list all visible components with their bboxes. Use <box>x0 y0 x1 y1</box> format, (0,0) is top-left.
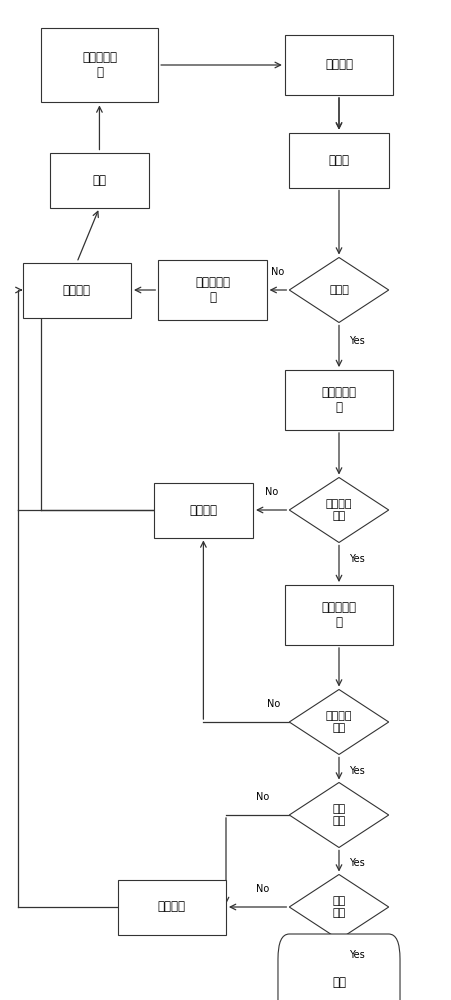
Text: 旋转方向
中心: 旋转方向 中心 <box>325 711 351 733</box>
FancyBboxPatch shape <box>158 260 266 320</box>
Text: 最佳
位置: 最佳 位置 <box>331 896 345 918</box>
Text: 自动信号跟
踪: 自动信号跟 踪 <box>194 276 230 304</box>
Text: Yes: Yes <box>349 766 364 776</box>
Text: Yes: Yes <box>349 950 364 960</box>
Text: 倾斜方向扫
描: 倾斜方向扫 描 <box>321 386 356 414</box>
Text: 旋转方向扫
描: 旋转方向扫 描 <box>321 601 356 629</box>
Text: 单轴扫描: 单轴扫描 <box>189 504 217 516</box>
FancyBboxPatch shape <box>153 483 253 538</box>
FancyBboxPatch shape <box>50 152 149 208</box>
Text: Yes: Yes <box>349 554 364 564</box>
Polygon shape <box>289 258 388 322</box>
Text: No: No <box>255 792 268 802</box>
Text: 电机移动: 电机移动 <box>63 284 91 296</box>
FancyBboxPatch shape <box>284 35 392 95</box>
FancyBboxPatch shape <box>284 585 392 645</box>
Text: 计算机: 计算机 <box>328 153 349 166</box>
FancyBboxPatch shape <box>23 262 131 318</box>
Text: No: No <box>271 267 284 277</box>
Text: Yes: Yes <box>349 858 364 868</box>
FancyBboxPatch shape <box>41 27 158 102</box>
Polygon shape <box>289 782 388 848</box>
Text: 次佳
位置: 次佳 位置 <box>331 804 345 826</box>
Text: No: No <box>264 487 277 497</box>
Text: No: No <box>266 699 280 709</box>
FancyBboxPatch shape <box>284 370 392 430</box>
Text: 光束: 光束 <box>92 174 106 186</box>
Text: Yes: Yes <box>349 336 364 346</box>
FancyBboxPatch shape <box>289 132 388 188</box>
Text: No: No <box>255 884 268 894</box>
Text: 矩阵扫描: 矩阵扫描 <box>157 900 185 914</box>
Text: 信号获取: 信号获取 <box>324 58 352 72</box>
FancyBboxPatch shape <box>277 934 399 1000</box>
Text: 倾斜方向
中心: 倾斜方向 中心 <box>325 499 351 521</box>
Text: 结束: 结束 <box>331 976 345 990</box>
FancyBboxPatch shape <box>117 880 226 934</box>
Text: 大气相互作
用: 大气相互作 用 <box>82 51 117 79</box>
Text: 有信号: 有信号 <box>328 285 348 295</box>
Polygon shape <box>289 690 388 754</box>
Polygon shape <box>289 478 388 542</box>
Polygon shape <box>289 874 388 940</box>
